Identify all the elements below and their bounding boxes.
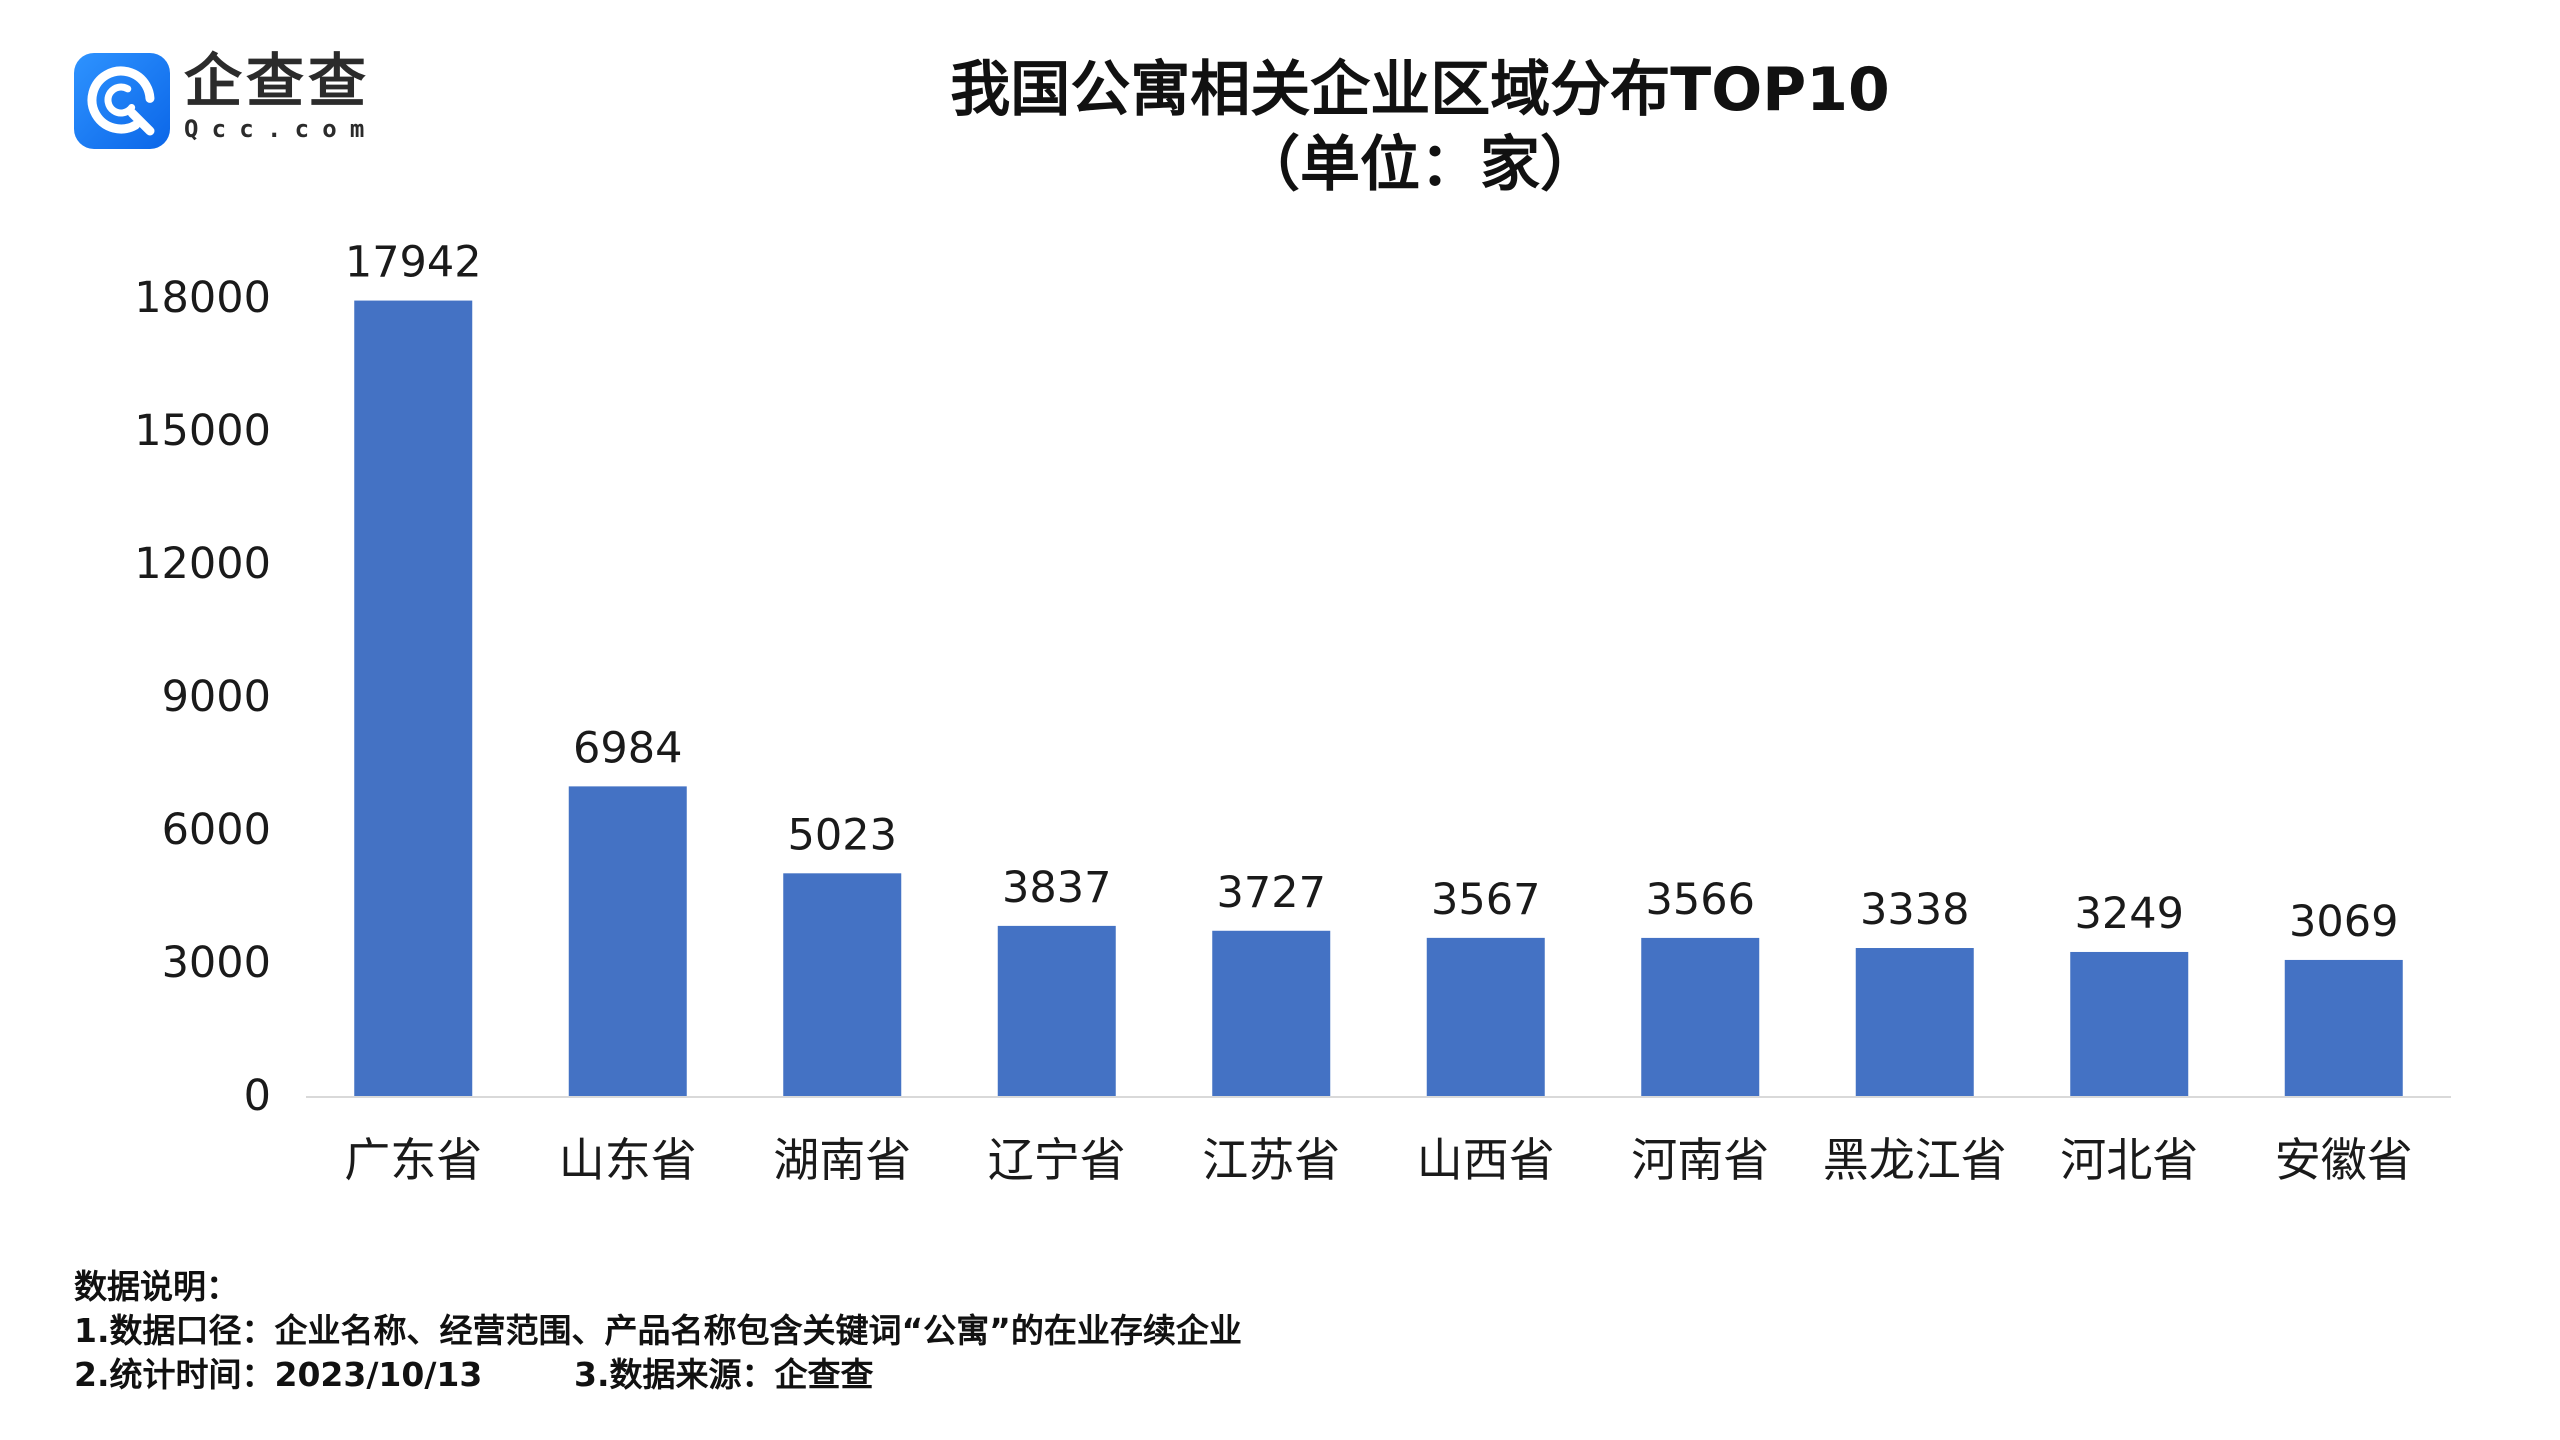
value-label: 3338 <box>1860 885 1969 935</box>
data-notes-heading: 数据说明： <box>74 1267 239 1306</box>
value-label: 17942 <box>345 238 482 288</box>
bar-2 <box>568 786 687 1096</box>
x-tick-label: 山东省 <box>559 1133 697 1187</box>
data-notes-scope: 1.数据口径：企业名称、经营范围、产品名称包含关键词“公寓”的在业存续企业 <box>74 1311 1242 1350</box>
logo-domain: Qcc.com <box>184 115 378 143</box>
bar-4 <box>997 925 1116 1096</box>
chart-title: 我国公寓相关企业区域分布TOP10 <box>950 55 1890 125</box>
y-tick-label: 18000 <box>134 273 271 323</box>
x-tick-label: 广东省 <box>344 1133 482 1187</box>
value-label: 3567 <box>1431 875 1540 925</box>
y-tick-label: 15000 <box>134 406 271 456</box>
chart-subtitle: （单位：家） <box>1240 130 1600 200</box>
bar-10 <box>2284 959 2403 1096</box>
x-tick-label: 辽宁省 <box>988 1133 1126 1187</box>
bar-9 <box>2070 951 2189 1096</box>
y-tick-label: 6000 <box>162 805 271 855</box>
y-tick-label: 12000 <box>134 539 271 589</box>
x-tick-label: 河北省 <box>2060 1133 2198 1187</box>
value-label: 3566 <box>1646 875 1755 925</box>
bar-5 <box>1212 930 1331 1096</box>
value-label: 6984 <box>573 723 682 773</box>
y-tick-label: 0 <box>244 1071 271 1121</box>
x-tick-label: 湖南省 <box>773 1133 911 1187</box>
x-tick-label: 河南省 <box>1631 1133 1769 1187</box>
y-tick-label: 3000 <box>162 938 271 988</box>
data-notes-row: 2.统计时间：2023/10/13 3.数据来源：企查查 <box>74 1353 2374 1397</box>
bar-1 <box>354 300 473 1097</box>
bar-7 <box>1641 937 1760 1096</box>
value-label: 5023 <box>788 810 897 860</box>
chart-title-block: 我国公寓相关企业区域分布TOP10 （单位：家） <box>720 53 2120 203</box>
value-label: 3249 <box>2075 889 2184 939</box>
value-label: 3727 <box>1217 868 1326 918</box>
bar-6 <box>1426 937 1545 1096</box>
logo-wordmark: 企查查 Qcc.com <box>184 48 414 144</box>
data-notes-source: 3.数据来源：企查查 <box>574 1355 874 1394</box>
x-tick-label: 江苏省 <box>1202 1133 1340 1187</box>
y-tick-label: 9000 <box>162 672 271 722</box>
logo-name: 企查查 <box>184 47 371 115</box>
bar-3 <box>783 873 902 1096</box>
x-tick-label: 山西省 <box>1417 1133 1555 1187</box>
data-notes: 数据说明： 1.数据口径：企业名称、经营范围、产品名称包含关键词“公寓”的在业存… <box>74 1265 2374 1397</box>
value-label: 3837 <box>1002 863 1111 913</box>
value-label: 3069 <box>2289 897 2398 947</box>
qcc-logo-icon <box>74 53 170 149</box>
x-tick-label: 安徽省 <box>2275 1133 2413 1187</box>
bar-8 <box>1855 948 1974 1096</box>
x-tick-label: 黑龙江省 <box>1823 1133 2007 1187</box>
data-notes-date: 2.统计时间：2023/10/13 <box>74 1355 483 1394</box>
